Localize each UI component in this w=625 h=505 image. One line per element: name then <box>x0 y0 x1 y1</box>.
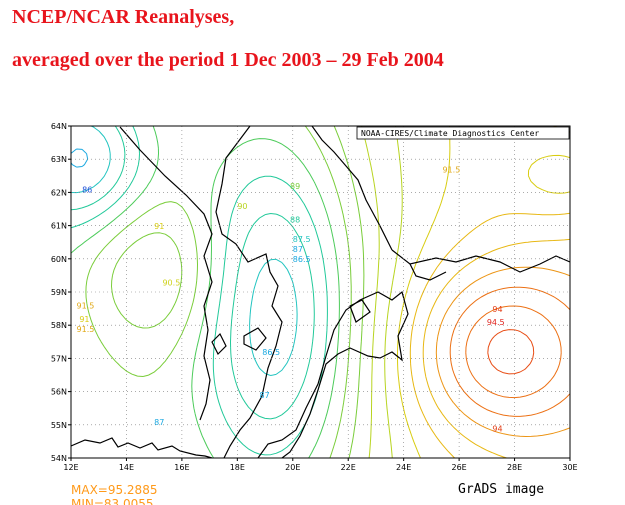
chart-title-line2: averaged over the period 1 Dec 2003 – 29… <box>12 49 444 71</box>
contour-label: 88 <box>290 215 300 224</box>
contour-line <box>71 148 89 168</box>
y-tick-label: 61N <box>51 222 67 231</box>
contour-label: 90 <box>237 202 247 211</box>
contour-line <box>71 126 328 456</box>
contour-line <box>449 286 570 417</box>
y-tick-label: 64N <box>51 122 67 131</box>
contour-line <box>85 126 352 458</box>
y-tick-label: 58N <box>51 321 67 330</box>
credit-text: NOAA-CIRES/Climate Diagnostics Center <box>361 129 539 138</box>
x-axis-ticks: 12E 14E 16E 18E 20E 22E 24E 26E 28E 30E <box>63 463 577 472</box>
y-axis-ticks: 54N 55N 56N 57N 58N 59N 60N 61N 62N 63N 64N <box>51 122 67 463</box>
y-tick-label: 63N <box>51 155 67 164</box>
footer-stats: MAX=95.2885 MIN=83.0055 GrADS image <box>71 482 544 505</box>
contour-label: 86.5 <box>293 255 311 264</box>
y-tick-label: 55N <box>51 421 67 430</box>
contour-label: 89 <box>290 182 300 191</box>
x-tick-label: 28E <box>507 463 522 472</box>
contour-label: 87 <box>154 418 164 427</box>
coastline <box>71 126 570 458</box>
contour-label: 94 <box>492 424 502 433</box>
x-tick-label: 20E <box>285 463 300 472</box>
contour-line <box>465 305 562 399</box>
contour-value-labels: 8686.5878786.58787.588899090.59191.59191… <box>77 165 505 433</box>
contour-label: 91 <box>79 315 89 324</box>
contour-label: 87.5 <box>293 235 311 244</box>
contour-label: 91.5 <box>77 325 95 334</box>
contour-line <box>71 126 340 458</box>
x-tick-label: 12E <box>63 463 78 472</box>
x-tick-label: 18E <box>230 463 245 472</box>
min-value-label: MIN=83.0055 <box>71 497 154 505</box>
contour-line <box>435 266 570 437</box>
x-tick-label: 26E <box>451 463 466 472</box>
y-tick-label: 60N <box>51 255 67 264</box>
contour-label: 91.5 <box>77 302 95 311</box>
x-tick-label: 24E <box>396 463 411 472</box>
max-value-label: MAX=95.2885 <box>71 483 157 497</box>
contour-label: 87 <box>260 391 270 400</box>
contour-label: 94.5 <box>487 318 505 327</box>
contour-label: 91.5 <box>442 165 460 174</box>
tick-marks <box>68 125 571 461</box>
contour-label: 87 <box>293 245 303 254</box>
x-tick-label: 16E <box>174 463 189 472</box>
contour-label: 91 <box>154 222 164 231</box>
contour-label: 86.5 <box>262 348 280 357</box>
chart-title-line1: NCEP/NCAR Reanalyses, <box>12 6 235 28</box>
contour-lines <box>71 126 570 458</box>
y-tick-label: 56N <box>51 388 67 397</box>
contour-line <box>71 126 298 376</box>
contour-label: 94 <box>492 305 502 314</box>
contour-line <box>361 126 380 458</box>
x-tick-label: 30E <box>562 463 577 472</box>
y-tick-label: 62N <box>51 188 67 197</box>
x-tick-label: 14E <box>119 463 134 472</box>
grads-image-label: GrADS image <box>458 482 544 497</box>
contour-line <box>397 126 570 458</box>
y-tick-label: 59N <box>51 288 67 297</box>
contour-line <box>111 126 365 458</box>
y-tick-label: 57N <box>51 354 67 363</box>
contour-line <box>409 126 570 458</box>
credit-box: NOAA-CIRES/Climate Diagnostics Center <box>356 126 570 140</box>
grid-lines <box>71 126 570 458</box>
y-tick-label: 54N <box>51 454 67 463</box>
contour-line <box>384 126 403 458</box>
x-tick-label: 22E <box>341 463 356 472</box>
contour-label: 90.5 <box>162 278 180 287</box>
contour-line <box>422 238 570 458</box>
contour-label: 86 <box>82 185 92 194</box>
contour-line <box>487 329 535 375</box>
contour-line <box>71 126 315 420</box>
